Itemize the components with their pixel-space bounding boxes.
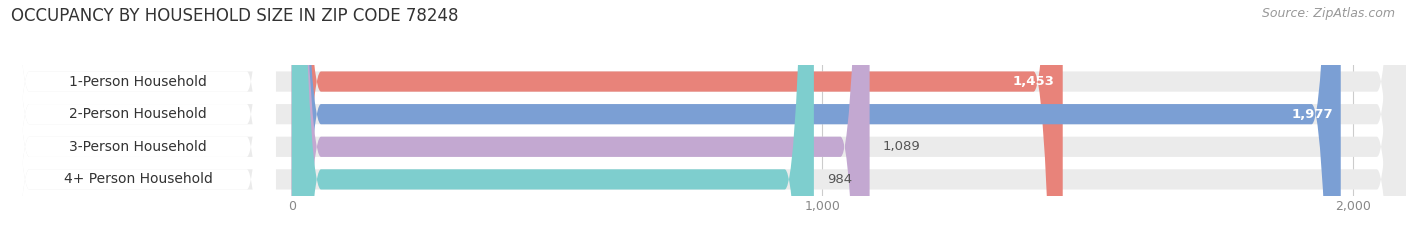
FancyBboxPatch shape xyxy=(0,0,276,233)
FancyBboxPatch shape xyxy=(0,0,276,233)
Text: 4+ Person Household: 4+ Person Household xyxy=(63,172,212,186)
FancyBboxPatch shape xyxy=(292,0,1063,233)
Text: 1,977: 1,977 xyxy=(1291,108,1333,121)
FancyBboxPatch shape xyxy=(0,0,276,233)
Text: 984: 984 xyxy=(827,173,852,186)
Text: 1-Person Household: 1-Person Household xyxy=(69,75,207,89)
Text: 3-Person Household: 3-Person Household xyxy=(69,140,207,154)
Text: OCCUPANCY BY HOUSEHOLD SIZE IN ZIP CODE 78248: OCCUPANCY BY HOUSEHOLD SIZE IN ZIP CODE … xyxy=(11,7,458,25)
FancyBboxPatch shape xyxy=(292,0,869,233)
FancyBboxPatch shape xyxy=(0,0,276,233)
Text: 1,453: 1,453 xyxy=(1012,75,1054,88)
Text: 1,089: 1,089 xyxy=(883,140,921,153)
Text: Source: ZipAtlas.com: Source: ZipAtlas.com xyxy=(1261,7,1395,20)
FancyBboxPatch shape xyxy=(292,0,1341,233)
Text: 2-Person Household: 2-Person Household xyxy=(69,107,207,121)
FancyBboxPatch shape xyxy=(292,0,814,233)
